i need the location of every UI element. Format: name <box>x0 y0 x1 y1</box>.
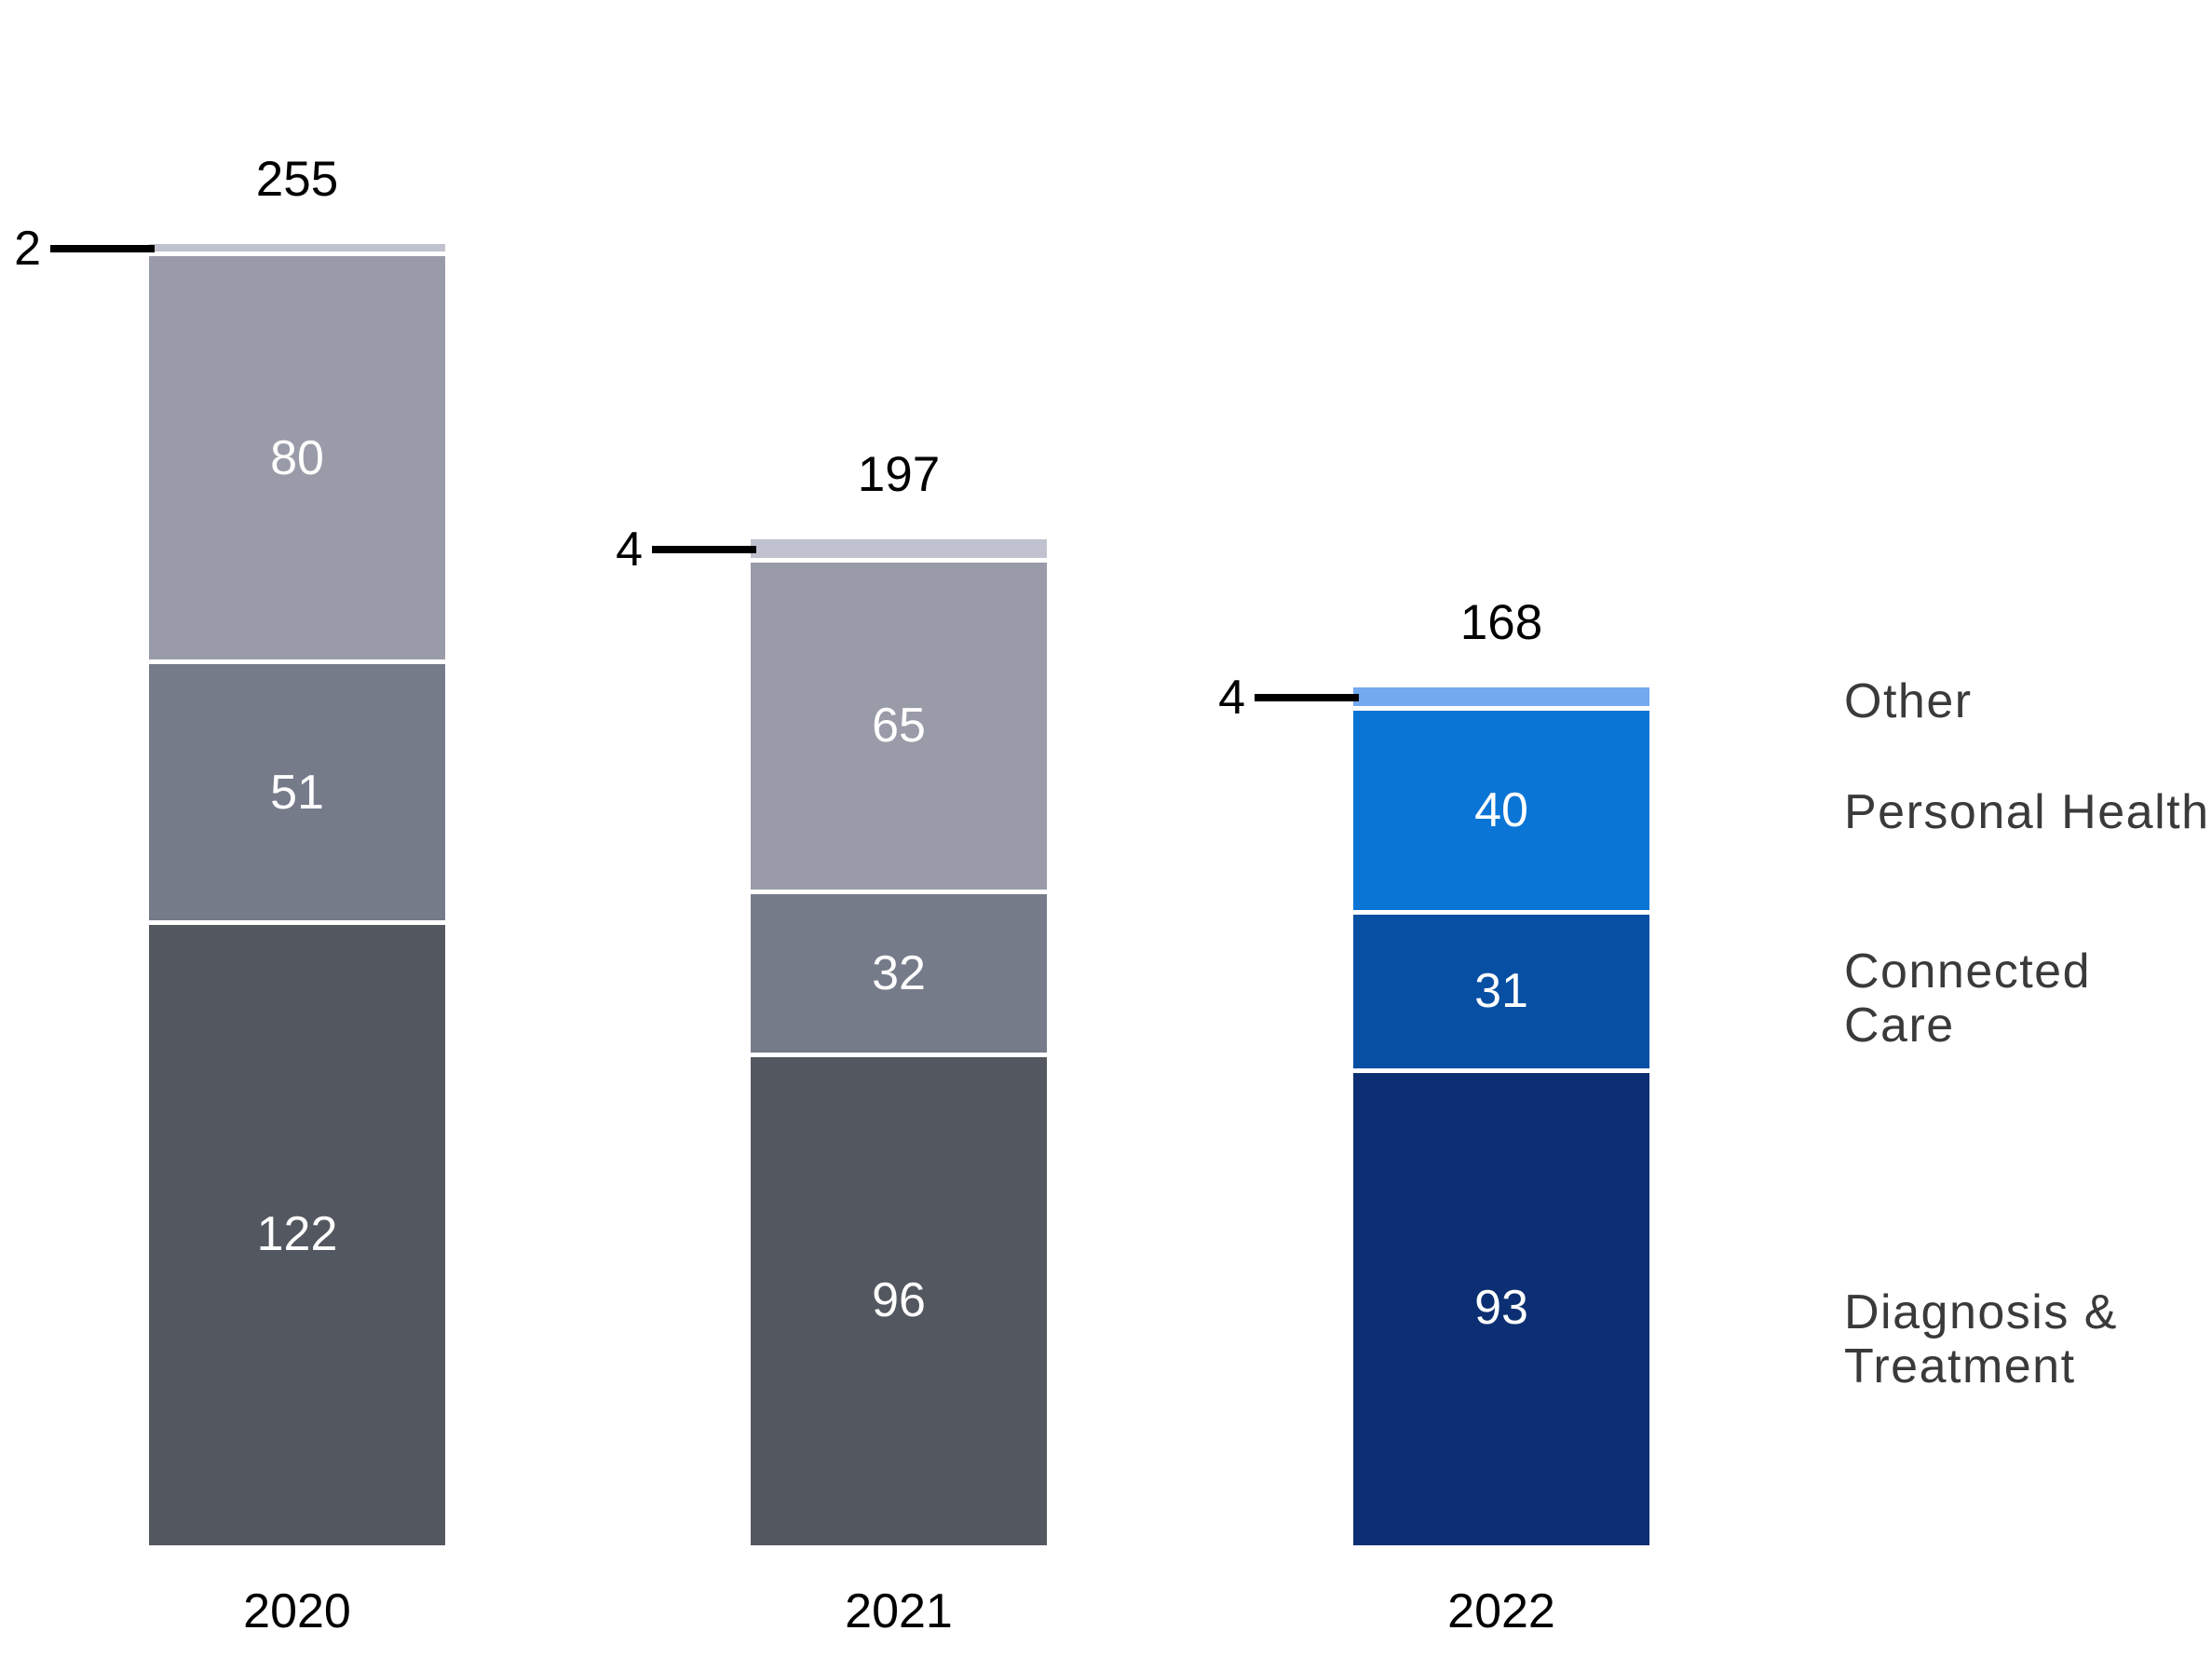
segment-2020-personal-health <box>149 253 445 662</box>
segment-separator <box>149 919 445 925</box>
total-label-2021: 197 <box>857 447 941 503</box>
segment-value-2021-diagnosis-treatment: 96 <box>872 1272 926 1327</box>
segment-separator <box>1353 705 1649 711</box>
legend-label-other: Other <box>1844 674 1973 729</box>
callout-line-2020 <box>50 245 155 253</box>
segment-2022-personal-health <box>1353 708 1649 913</box>
segment-value-2020-connected-care: 51 <box>270 765 324 820</box>
segment-2020-connected-care <box>149 661 445 923</box>
segment-separator <box>751 890 1047 895</box>
segment-separator <box>149 659 445 665</box>
legend-label-connected-care: Connected Care <box>1844 945 2092 1053</box>
callout-value-2022: 4 <box>1218 671 1245 726</box>
segment-2020-other <box>149 243 445 254</box>
legend-label-diagnosis-treatment: Diagnosis & Treatment <box>1844 1285 2118 1394</box>
segment-value-2022-connected-care: 31 <box>1474 964 1528 1019</box>
segment-2022-other <box>1353 687 1649 709</box>
segment-value-2022-diagnosis-treatment: 93 <box>1474 1281 1528 1336</box>
year-label-2022: 2022 <box>1447 1584 1555 1638</box>
segment-value-2020-diagnosis-treatment: 122 <box>256 1206 338 1261</box>
callout-line-2021 <box>652 546 756 554</box>
total-label-2022: 168 <box>1459 595 1543 651</box>
segment-value-2020-personal-health: 80 <box>270 430 324 485</box>
year-label-2021: 2021 <box>845 1584 953 1638</box>
callout-line-2022 <box>1255 694 1359 702</box>
segment-2021-personal-health <box>751 560 1047 892</box>
segment-2021-diagnosis-treatment <box>751 1054 1047 1545</box>
year-label-2020: 2020 <box>243 1584 351 1638</box>
segment-value-2022-personal-health: 40 <box>1474 782 1528 837</box>
segment-2021-other <box>751 539 1047 561</box>
legend-label-personal-health: Personal Health <box>1844 784 2210 839</box>
segment-separator <box>1353 909 1649 915</box>
callout-value-2021: 4 <box>616 523 643 578</box>
segment-separator <box>751 1053 1047 1058</box>
callout-value-2020: 2 <box>14 222 41 277</box>
segment-2021-connected-care <box>751 891 1047 1055</box>
segment-2020-diagnosis-treatment <box>149 922 445 1545</box>
segment-2022-diagnosis-treatment <box>1353 1070 1649 1545</box>
segment-value-2021-personal-health: 65 <box>872 699 926 754</box>
segment-2022-connected-care <box>1353 912 1649 1071</box>
segment-separator <box>751 557 1047 563</box>
segment-separator <box>149 251 445 257</box>
segment-separator <box>1353 1067 1649 1073</box>
segment-value-2021-connected-care: 32 <box>872 946 926 1001</box>
total-label-2020: 255 <box>255 151 339 207</box>
